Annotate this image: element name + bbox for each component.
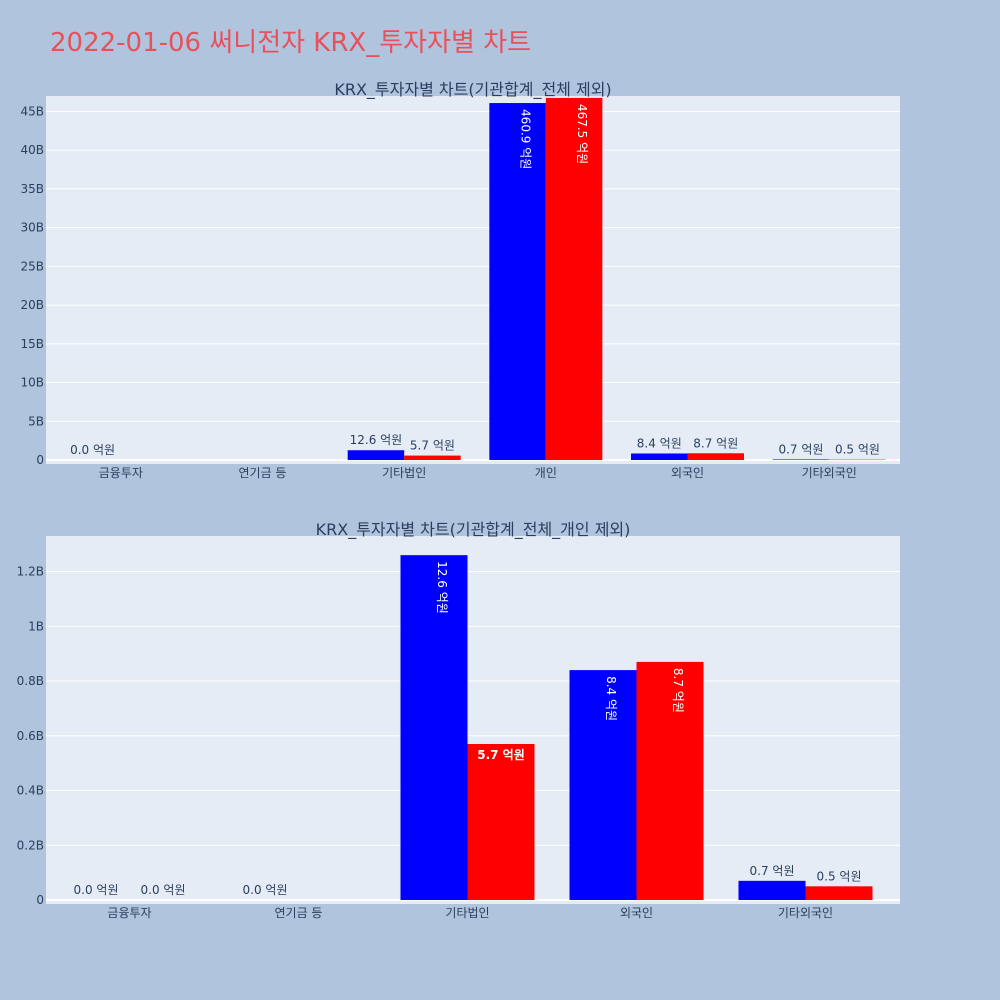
data-label: 12.6 억원: [350, 433, 403, 447]
y-tick-label: 35B: [20, 182, 44, 196]
data-label: 5.7 억원: [410, 439, 455, 453]
y-tick-label: 30B: [20, 221, 44, 235]
x-tick-label: 개인: [535, 466, 557, 480]
x-tick-label: 기타외국인: [802, 466, 857, 480]
red-bar: [636, 661, 704, 900]
red-bar: [545, 97, 603, 461]
chart-title-1: KRX_투자자별 차트(기관합계_전체 제외): [334, 80, 611, 100]
y-tick-label: 1B: [28, 619, 44, 633]
blue-bar: [772, 459, 830, 460]
x-tick-label: 금융투자: [99, 466, 143, 480]
y-tick-label: 0.2B: [17, 838, 44, 852]
data-label: 0.0 억원: [74, 883, 119, 897]
data-label: 460.9 억원: [519, 109, 533, 169]
data-label: 8.7 억원: [671, 668, 685, 713]
data-label: 12.6 억원: [435, 561, 449, 614]
data-label: 0.0 억원: [243, 883, 288, 897]
y-tick-label: 40B: [20, 143, 44, 157]
red-bar: [687, 453, 745, 460]
y-tick-label: 25B: [20, 259, 44, 273]
data-label: 8.4 억원: [604, 676, 618, 721]
x-tick-label: 연기금 등: [275, 906, 323, 920]
plot-area-1: [46, 96, 900, 464]
data-label: 0.7 억원: [750, 864, 795, 878]
data-label: 0.0 억원: [141, 883, 186, 897]
red-bar: [404, 455, 461, 460]
x-tick-label: 기타법인: [445, 906, 489, 920]
data-label: 0.0 억원: [70, 443, 115, 457]
y-tick-label: 10B: [20, 376, 44, 390]
blue-bar: [400, 555, 468, 900]
y-tick-label: 0.6B: [17, 729, 44, 743]
blue-bar: [489, 103, 546, 460]
blue-bar: [347, 450, 405, 460]
y-tick-label: 0.4B: [17, 784, 44, 798]
x-tick-label: 연기금 등: [239, 466, 287, 480]
page-title: 2022-01-06 써니전자 KRX_투자자별 차트: [50, 28, 532, 58]
data-label: 0.7 억원: [778, 442, 823, 456]
blue-bar: [738, 880, 806, 900]
y-tick-label: 0.8B: [17, 674, 44, 688]
blue-bar: [631, 453, 688, 460]
x-tick-label: 기타법인: [382, 466, 426, 480]
chart-title-2: KRX_투자자별 차트(기관합계_전체_개인 제외): [316, 520, 631, 540]
blue-bar: [569, 670, 637, 900]
data-label: 8.7 억원: [693, 436, 738, 450]
y-tick-label: 1.2B: [17, 565, 44, 579]
data-label: 467.5 억원: [575, 104, 589, 164]
x-tick-label: 기타외국인: [778, 906, 833, 920]
red-bar: [467, 744, 535, 900]
x-tick-label: 외국인: [671, 466, 704, 480]
y-tick-label: 20B: [20, 298, 44, 312]
y-tick-label: 0: [36, 453, 44, 467]
x-tick-label: 외국인: [620, 906, 653, 920]
y-tick-label: 45B: [20, 104, 44, 118]
red-bar: [805, 886, 873, 900]
data-label: 0.5 억원: [817, 869, 862, 883]
y-tick-label: 0: [36, 893, 44, 907]
data-label: 5.7 억원: [477, 748, 525, 762]
y-tick-label: 5B: [28, 414, 44, 428]
data-label: 0.5 억원: [835, 443, 880, 457]
x-tick-label: 금융투자: [107, 906, 151, 920]
data-label: 8.4 억원: [637, 436, 682, 450]
y-tick-label: 15B: [20, 337, 44, 351]
